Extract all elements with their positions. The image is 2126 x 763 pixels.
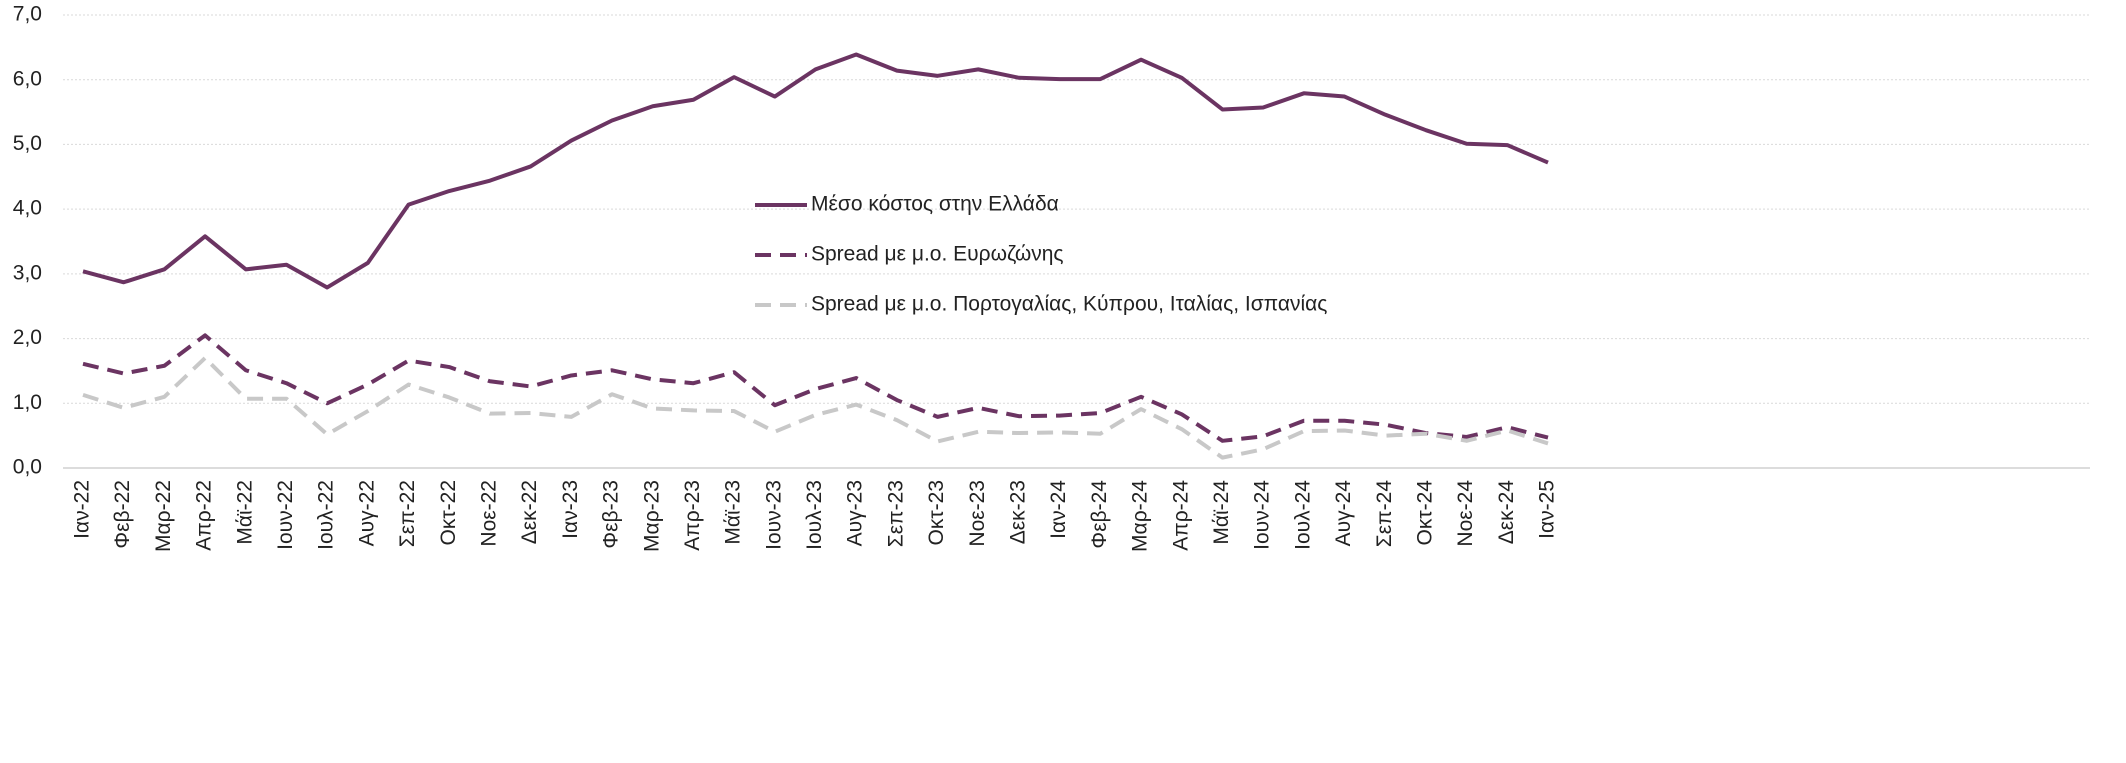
- x-tick-label: Ιουλ-22: [315, 480, 338, 550]
- y-tick-label: 1,0: [13, 391, 42, 414]
- x-tick-label: Ιουλ-24: [1291, 480, 1314, 550]
- y-tick-label: 7,0: [13, 3, 42, 26]
- x-tick-label: Ιουν-24: [1251, 480, 1274, 550]
- x-tick-label: Ιαν-22: [71, 480, 94, 539]
- legend-label: Spread με μ.ο. Πορτογαλίας, Κύπρου, Ιταλ…: [811, 293, 1327, 316]
- x-tick-label: Σεπ-23: [884, 480, 907, 547]
- y-tick-label: 3,0: [13, 261, 42, 284]
- y-tick-label: 5,0: [13, 132, 42, 155]
- x-tick-label: Φεβ-22: [111, 480, 134, 549]
- series-line: [82, 333, 1549, 443]
- y-tick-label: 6,0: [13, 67, 42, 90]
- legend-label: Μέσο κόστος στην Ελλάδα: [811, 193, 1059, 216]
- x-tick-label: Δεκ-24: [1495, 480, 1518, 545]
- x-tick-label: Μαρ-23: [640, 480, 663, 552]
- x-tick-label: Νοε-22: [477, 480, 500, 547]
- x-tick-label: Απρ-23: [681, 480, 704, 551]
- series-line: [82, 355, 1549, 460]
- x-tick-label: Αυγ-22: [355, 480, 378, 546]
- x-tick-label: Ιουν-23: [762, 480, 785, 550]
- x-tick-label: Μαρ-24: [1129, 480, 1152, 552]
- series-line: [82, 52, 1549, 290]
- legend-label: Spread με μ.ο. Ευρωζώνης: [811, 243, 1064, 266]
- x-tick-label: Ιαν-24: [1047, 480, 1070, 539]
- x-tick-label: Απρ-22: [193, 480, 216, 551]
- y-tick-label: 0,0: [13, 456, 42, 479]
- y-tick-label: 4,0: [13, 197, 42, 220]
- x-tick-label: Σεπ-22: [396, 480, 419, 547]
- x-tick-label: Ιουλ-23: [803, 480, 826, 550]
- x-tick-label: Δεκ-22: [518, 480, 541, 544]
- x-tick-label: Μάϊ-23: [722, 480, 745, 545]
- x-tick-label: Μαρ-22: [152, 480, 175, 552]
- x-tick-label: Οκτ-24: [1413, 480, 1436, 546]
- x-tick-label: Δεκ-23: [1007, 480, 1030, 544]
- x-tick-label: Απρ-24: [1169, 480, 1192, 551]
- x-tick-label: Φεβ-23: [600, 480, 623, 549]
- x-tick-label: Φεβ-24: [1088, 480, 1111, 549]
- x-tick-label: Σεπ-24: [1373, 480, 1396, 548]
- x-tick-label: Ιαν-25: [1536, 480, 1559, 539]
- x-tick-label: Μάϊ-24: [1210, 480, 1233, 545]
- y-tick-label: 2,0: [13, 326, 42, 349]
- x-tick-label: Νοε-23: [966, 480, 989, 547]
- x-tick-label: Οκτ-22: [437, 480, 460, 545]
- x-tick-label: Ιουν-22: [274, 480, 297, 550]
- x-tick-label: Αυγ-23: [844, 480, 867, 546]
- x-tick-label: Μάϊ-22: [233, 480, 256, 545]
- x-tick-label: Ιαν-23: [559, 480, 582, 539]
- x-tick-label: Αυγ-24: [1332, 480, 1355, 547]
- x-tick-label: Οκτ-23: [925, 480, 948, 545]
- x-tick-label: Νοε-24: [1454, 480, 1477, 547]
